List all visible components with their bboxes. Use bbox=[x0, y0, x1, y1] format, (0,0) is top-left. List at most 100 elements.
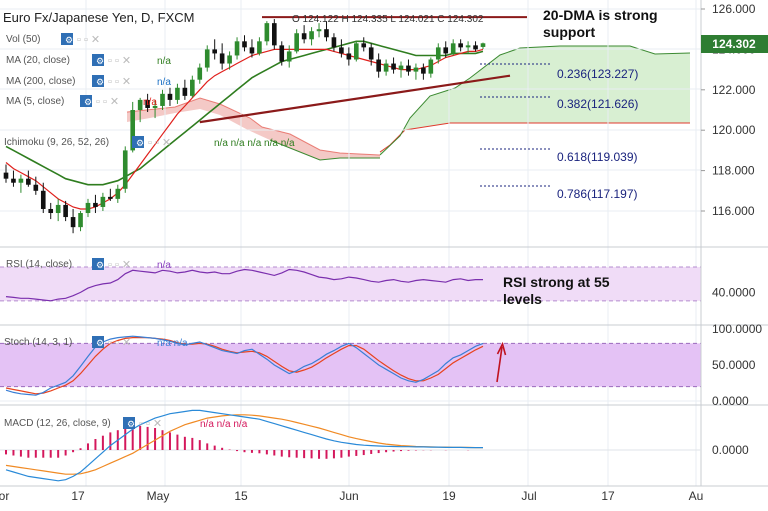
legend-tools-icon[interactable]: ▫ ▫ ✕ bbox=[108, 337, 131, 349]
legend-value: n/a bbox=[157, 260, 171, 271]
candle-body bbox=[93, 203, 98, 207]
price-tick-label: 116.000 bbox=[712, 204, 755, 218]
legend-tools-icon[interactable]: ▫ ▫ ✕ bbox=[148, 137, 171, 149]
candle-body bbox=[78, 213, 83, 227]
candle-body bbox=[466, 45, 471, 47]
candle-body bbox=[101, 197, 106, 207]
candle-body bbox=[279, 45, 284, 61]
candle-body bbox=[361, 43, 366, 47]
candle-body bbox=[250, 47, 255, 53]
candle-body bbox=[242, 41, 247, 47]
candle-body bbox=[205, 49, 210, 67]
candle-body bbox=[63, 205, 68, 217]
candle-body bbox=[227, 55, 232, 63]
time-tick-label: 17 bbox=[601, 489, 615, 503]
last-price-tag: 124.302 bbox=[701, 35, 768, 53]
candle-body bbox=[302, 33, 307, 39]
legend-tools-icon[interactable]: ▫ ▫ ✕ bbox=[108, 76, 131, 88]
candle-body bbox=[473, 45, 478, 49]
candle-body bbox=[220, 53, 225, 63]
candle-body bbox=[287, 51, 292, 61]
candle-body bbox=[183, 88, 188, 96]
time-tick-label: 17 bbox=[71, 489, 85, 503]
candle-body bbox=[26, 179, 31, 185]
legend-tools-icon[interactable]: ▫ ▫ ✕ bbox=[96, 96, 119, 108]
candle-body bbox=[391, 64, 396, 70]
time-tick-label: Jun bbox=[339, 489, 358, 503]
time-tick-label: or bbox=[0, 489, 9, 503]
time-tick-label: Au bbox=[689, 489, 704, 503]
candle-body bbox=[265, 23, 270, 41]
candle-body bbox=[369, 47, 374, 59]
candle-body bbox=[190, 80, 195, 96]
candle-body bbox=[56, 205, 61, 213]
settings-glyph: ⚙ bbox=[136, 138, 144, 148]
settings-glyph: ⚙ bbox=[96, 260, 104, 270]
candle-body bbox=[4, 173, 9, 179]
macd-tick-label: 0.0000 bbox=[712, 443, 749, 457]
legend-label: Stoch (14, 3, 1) bbox=[4, 337, 72, 348]
legend-label: MA (200, close) bbox=[6, 76, 75, 87]
legend-value: n/a bbox=[157, 77, 171, 88]
candle-body bbox=[11, 179, 16, 183]
candle-body bbox=[436, 47, 441, 59]
legend-tools-icon[interactable]: ▫ ▫ ✕ bbox=[108, 55, 131, 67]
candle-body bbox=[48, 209, 53, 213]
candle-body bbox=[41, 191, 46, 209]
settings-glyph: ⚙ bbox=[127, 419, 135, 429]
candle-body bbox=[443, 47, 448, 53]
legend-label: Ichimoku (9, 26, 52, 26) bbox=[4, 137, 109, 148]
legend-label: MA (20, close) bbox=[6, 55, 70, 66]
candle-body bbox=[458, 43, 463, 47]
legend-tools-icon[interactable]: ▫ ▫ ✕ bbox=[108, 259, 131, 271]
candle-body bbox=[309, 31, 314, 39]
legend-tools-icon[interactable]: ▫ ▫ ✕ bbox=[77, 34, 100, 46]
time-tick-label: 15 bbox=[234, 489, 248, 503]
settings-glyph: ⚙ bbox=[96, 77, 104, 87]
legend-value: n/a bbox=[157, 56, 171, 67]
fib-level-label: 0.382(121.626) bbox=[557, 97, 638, 111]
candle-body bbox=[332, 37, 337, 47]
ohlc-readout: O 124.122 H 124.335 L 124.021 C 124.302 bbox=[292, 14, 484, 25]
candle-body bbox=[123, 150, 128, 188]
price-tick-label: 118.000 bbox=[712, 164, 755, 178]
candle-body bbox=[354, 43, 359, 59]
candle-body bbox=[86, 203, 91, 213]
candle-body bbox=[168, 94, 173, 100]
candle-body bbox=[272, 23, 277, 45]
legend-label: MA (5, close) bbox=[6, 96, 64, 107]
time-tick-label: 19 bbox=[442, 489, 456, 503]
candle-body bbox=[138, 100, 143, 110]
settings-glyph: ⚙ bbox=[96, 56, 104, 66]
candle-body bbox=[34, 185, 39, 191]
settings-glyph: ⚙ bbox=[65, 35, 73, 45]
price-tick-label: 126.000 bbox=[712, 2, 756, 16]
candle-body bbox=[19, 179, 24, 183]
candle-body bbox=[376, 60, 381, 72]
rsi-tick-label: 40.0000 bbox=[712, 285, 756, 299]
candle-body bbox=[71, 217, 76, 227]
candle-body bbox=[384, 64, 389, 72]
candle-body bbox=[481, 43, 486, 47]
legend-row-stoch: Stoch (14, 3, 1) ⚙ ▫ ▫ ✕ n/a n/a bbox=[4, 336, 188, 349]
stoch-tick-label: 0.0000 bbox=[712, 394, 749, 408]
legend-value: n/a bbox=[143, 97, 157, 108]
candle-body bbox=[399, 66, 404, 70]
candle-body bbox=[160, 94, 165, 106]
stoch-tick-label: 100.0000 bbox=[712, 322, 762, 336]
fib-level-label: 0.786(117.197) bbox=[557, 187, 638, 201]
legend-label: RSI (14, close) bbox=[6, 259, 72, 270]
candle-body bbox=[175, 88, 180, 100]
time-tick-label: May bbox=[147, 489, 170, 503]
candle-body bbox=[197, 68, 202, 80]
legend-tools-icon[interactable]: ▫ ▫ ✕ bbox=[139, 418, 162, 430]
candle-body bbox=[108, 197, 113, 199]
candle-body bbox=[257, 41, 262, 53]
candle-body bbox=[294, 33, 299, 51]
settings-glyph: ⚙ bbox=[96, 338, 104, 348]
legend-row-ichimoku: Ichimoku (9, 26, 52, 26) ⚙ ▫ ▫ ✕ n/a n/a… bbox=[4, 136, 295, 149]
legend-value: n/a n/a n/a n/a n/a bbox=[214, 138, 295, 149]
stoch-tick-label: 50.0000 bbox=[712, 358, 756, 372]
candle-body bbox=[115, 189, 120, 199]
